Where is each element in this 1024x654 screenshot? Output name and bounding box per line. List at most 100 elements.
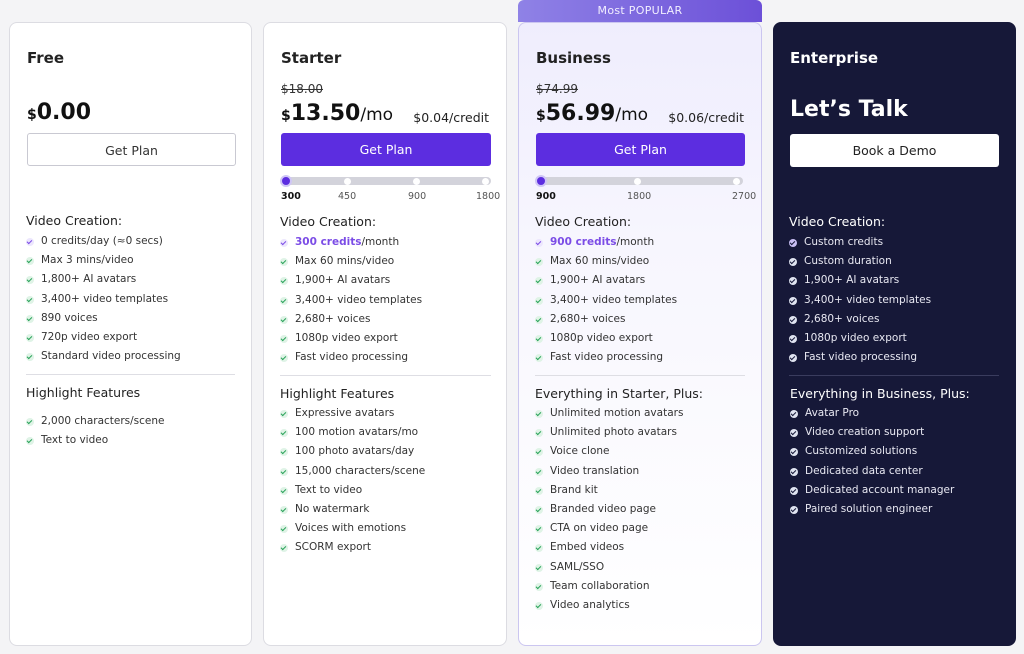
video-feature-list: 0 credits/day (≈0 secs) Max 3 mins/video… <box>26 232 181 366</box>
list-item: 3,400+ video templates <box>26 290 181 309</box>
list-item: 100 motion avatars/mo <box>280 423 425 442</box>
check-icon <box>26 333 34 342</box>
per-credit-price: $0.04/credit <box>413 110 489 125</box>
list-item: 2,000 characters/scene <box>26 412 165 431</box>
check-icon <box>535 239 543 247</box>
list-item: Max 60 mins/video <box>535 252 677 271</box>
check-icon <box>789 258 797 267</box>
list-item: 1,800+ AI avatars <box>26 270 181 289</box>
check-icon <box>26 418 34 426</box>
get-plan-button[interactable]: Get Plan <box>281 133 491 166</box>
list-item: Paired solution engineer <box>790 500 954 519</box>
video-creation-heading: Video Creation: <box>789 214 886 229</box>
list-item: Text to video <box>26 431 165 450</box>
check-icon <box>280 429 288 438</box>
check-icon <box>535 563 543 572</box>
list-item: Dedicated account manager <box>790 481 954 500</box>
price-value: 56.99 <box>545 101 616 126</box>
plan-card-business: Business $74.99 $56.99/mo $0.06/credit G… <box>518 22 762 646</box>
list-item: CTA on video page <box>535 519 683 538</box>
get-plan-button[interactable]: Get Plan <box>27 133 236 166</box>
check-icon <box>789 334 797 343</box>
slider-step[interactable] <box>634 178 641 185</box>
check-icon <box>26 238 34 246</box>
plan-price: $56.99/mo <box>536 101 648 126</box>
check-icon <box>535 505 543 514</box>
list-item: Team collaboration <box>535 577 683 596</box>
list-item: Voices with emotions <box>280 519 425 538</box>
slider-step[interactable] <box>413 178 420 185</box>
most-popular-badge: Most POPULAR <box>518 0 762 22</box>
list-item: Voice clone <box>535 442 683 461</box>
credits-amount: 900 credits <box>550 236 617 248</box>
check-icon <box>280 448 288 457</box>
check-icon <box>789 296 797 305</box>
credits-amount: 300 credits <box>295 236 362 248</box>
check-icon <box>280 239 288 247</box>
check-icon <box>26 257 34 266</box>
list-item: Video translation <box>535 462 683 481</box>
slider-tick-label: 2700 <box>732 191 757 202</box>
list-item: 0 credits/day (≈0 secs) <box>26 232 181 251</box>
check-icon <box>790 467 798 476</box>
check-icon <box>535 296 543 305</box>
book-demo-button[interactable]: Book a Demo <box>790 134 999 167</box>
list-item: 720p video export <box>26 328 181 347</box>
video-creation-heading: Video Creation: <box>26 213 123 228</box>
list-item: Custom duration <box>789 252 931 271</box>
original-price: $74.99 <box>536 82 578 96</box>
list-item: 890 voices <box>26 309 181 328</box>
plan-card-enterprise: Enterprise Let’s Talk Book a Demo Video … <box>773 22 1016 646</box>
check-icon <box>280 315 288 324</box>
highlight-heading: Highlight Features <box>26 385 141 400</box>
list-item: Custom credits <box>789 233 931 252</box>
check-icon <box>280 277 288 286</box>
slider-tick-label: 450 <box>338 191 357 202</box>
slider-tick-label: 900 <box>408 191 427 202</box>
plan-price: $13.50/mo <box>281 101 393 126</box>
check-icon <box>535 354 543 363</box>
slider-tick-label: 900 <box>536 191 556 202</box>
check-icon <box>535 448 543 457</box>
check-icon <box>26 276 34 285</box>
highlight-feature-list: Unlimited motion avatars Unlimited photo… <box>535 404 683 615</box>
check-icon <box>280 258 288 267</box>
highlight-heading: Everything in Business, Plus: <box>790 386 970 401</box>
check-icon <box>26 353 34 362</box>
check-icon <box>790 410 798 418</box>
check-icon <box>26 437 34 446</box>
credits-slider[interactable] <box>280 175 491 187</box>
highlight-feature-list: 2,000 characters/scene Text to video <box>26 412 165 450</box>
credits-slider[interactable] <box>535 175 743 187</box>
video-feature-list: 300 credits/month Max 60 mins/video 1,90… <box>280 233 422 367</box>
list-item: 1,900+ AI avatars <box>535 271 677 290</box>
list-item: Video analytics <box>535 596 683 615</box>
enterprise-headline: Let’s Talk <box>790 97 908 122</box>
list-item: Branded video page <box>535 500 683 519</box>
plan-name: Starter <box>281 49 342 67</box>
highlight-heading: Highlight Features <box>280 386 395 401</box>
slider-step[interactable] <box>482 178 489 185</box>
check-icon <box>280 525 288 534</box>
list-item: Expressive avatars <box>280 404 425 423</box>
slider-handle[interactable] <box>280 175 292 187</box>
plan-card-starter: Starter $18.00 $13.50/mo $0.04/credit Ge… <box>263 22 507 646</box>
list-item: Brand kit <box>535 481 683 500</box>
list-item: 100 photo avatars/day <box>280 442 425 461</box>
get-plan-button[interactable]: Get Plan <box>536 133 745 166</box>
list-item: 1080p video export <box>789 329 931 348</box>
check-icon <box>790 429 798 438</box>
check-icon <box>789 277 797 286</box>
video-feature-list: 900 credits/month Max 60 mins/video 1,90… <box>535 233 677 367</box>
slider-handle[interactable] <box>535 175 547 187</box>
divider <box>280 375 491 376</box>
list-item: 2,680+ voices <box>535 310 677 329</box>
slider-step[interactable] <box>344 178 351 185</box>
plan-price: $0.00 <box>27 100 91 125</box>
price-suffix: /mo <box>360 105 394 125</box>
slider-step[interactable] <box>733 178 740 185</box>
highlight-heading: Everything in Starter, Plus: <box>535 386 703 401</box>
slider-tick-label: 1800 <box>476 191 501 202</box>
check-icon <box>535 486 543 495</box>
list-item: 1080p video export <box>280 329 422 348</box>
